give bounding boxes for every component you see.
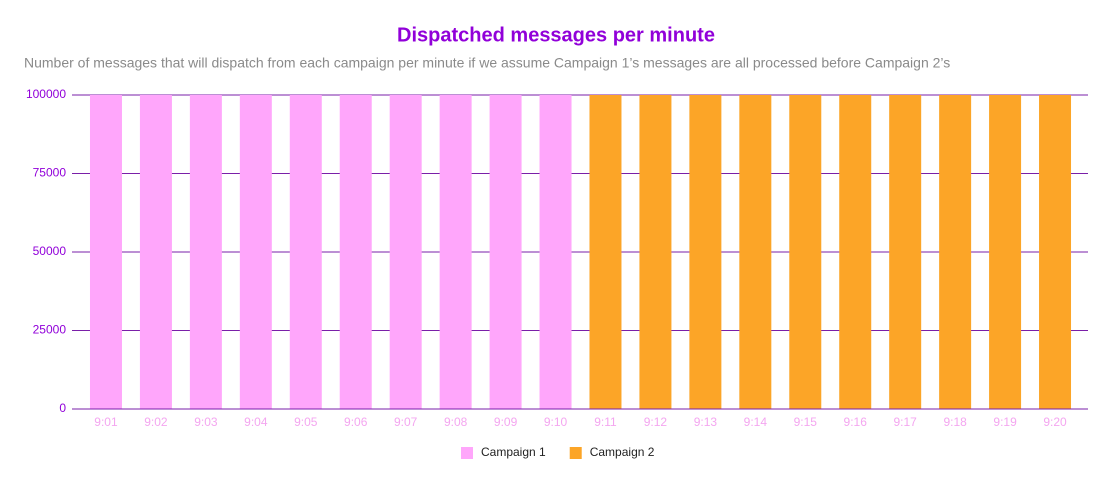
bar [139, 95, 172, 409]
bar [289, 95, 322, 409]
y-tick-label: 0 [59, 401, 66, 415]
bar [1039, 95, 1072, 409]
bar [689, 95, 722, 409]
y-tick-label: 50000 [33, 244, 67, 258]
bar [889, 95, 922, 409]
y-tick-label: 25000 [33, 323, 67, 337]
x-tick-label: 9:18 [943, 415, 967, 429]
x-tick-label: 9:20 [1043, 415, 1067, 429]
x-tick-label: 9:11 [594, 415, 617, 429]
x-tick-label: 9:17 [893, 415, 917, 429]
x-tick-label: 9:05 [294, 415, 318, 429]
bar [789, 95, 822, 409]
chart-subtitle: Number of messages that will dispatch fr… [24, 55, 950, 71]
bar [589, 95, 622, 409]
x-tick-label: 9:10 [544, 415, 568, 429]
x-tick-label: 9:07 [394, 415, 418, 429]
bar [189, 95, 222, 409]
legend-swatch [569, 447, 582, 459]
x-tick-label: 9:12 [644, 415, 668, 429]
bar [89, 95, 122, 409]
x-tick-label: 9:14 [744, 415, 768, 429]
legend-label: Campaign 1 [481, 445, 546, 459]
x-tick-label: 9:16 [844, 415, 868, 429]
bar [939, 95, 972, 409]
y-tick-label: 100000 [26, 87, 66, 101]
bar [539, 95, 572, 409]
bar [389, 95, 422, 409]
x-tick-label: 9:15 [794, 415, 818, 429]
bar [339, 95, 372, 409]
bar [639, 95, 672, 409]
legend-label: Campaign 2 [590, 445, 655, 459]
bar [989, 95, 1022, 409]
y-tick-label: 75000 [33, 166, 67, 180]
x-tick-label: 9:19 [993, 415, 1017, 429]
x-tick-label: 9:06 [344, 415, 368, 429]
x-tick-label: 9:03 [194, 415, 218, 429]
x-tick-label: 9:08 [444, 415, 468, 429]
bar [439, 95, 472, 409]
bar [739, 95, 772, 409]
x-tick-label: 9:02 [144, 415, 168, 429]
legend-swatch [461, 447, 473, 459]
bar [239, 95, 272, 409]
chart-title: Dispatched messages per minute [397, 24, 715, 46]
x-tick-label: 9:01 [94, 415, 118, 429]
bar [489, 95, 522, 409]
x-tick-label: 9:09 [494, 415, 518, 429]
x-tick-label: 9:13 [694, 415, 718, 429]
bar [839, 95, 872, 409]
x-tick-label: 9:04 [244, 415, 268, 429]
